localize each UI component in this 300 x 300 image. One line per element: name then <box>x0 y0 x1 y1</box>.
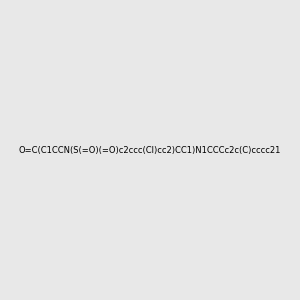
Text: O=C(C1CCN(S(=O)(=O)c2ccc(Cl)cc2)CC1)N1CCCc2c(C)cccc21: O=C(C1CCN(S(=O)(=O)c2ccc(Cl)cc2)CC1)N1CC… <box>19 146 281 154</box>
